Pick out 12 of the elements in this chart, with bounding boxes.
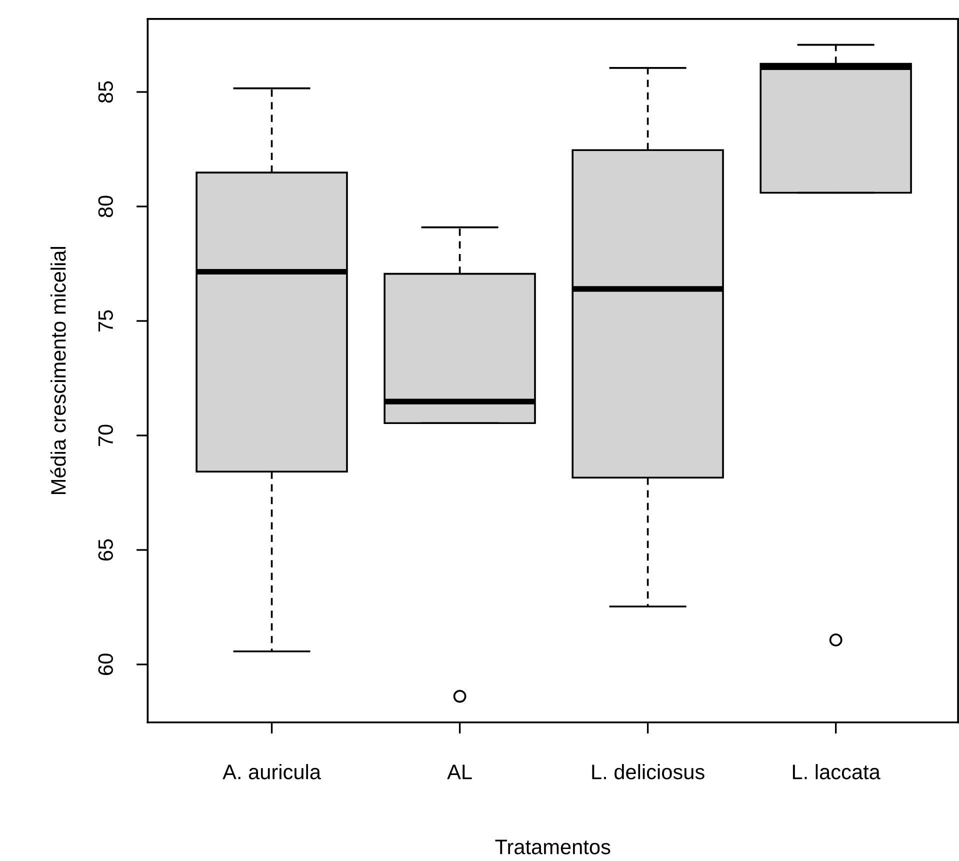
y-axis-title: Média crescimento micelial <box>50 247 66 494</box>
y-tick-label: 60 <box>98 654 114 675</box>
x-tick-label: L. laccata <box>792 764 880 780</box>
x-axis-title: Tratamentos <box>495 840 610 854</box>
y-tick-label: 80 <box>98 196 114 218</box>
x-tick-label: L. deliciosus <box>592 764 704 780</box>
y-tick-label: 85 <box>98 81 114 103</box>
y-tick-label: 75 <box>98 310 114 332</box>
y-tick-label: 65 <box>98 539 114 560</box>
x-tick-label: A. auricula <box>222 764 321 780</box>
y-tick-label: 70 <box>98 424 114 446</box>
x-tick-label: AL <box>447 764 472 780</box>
